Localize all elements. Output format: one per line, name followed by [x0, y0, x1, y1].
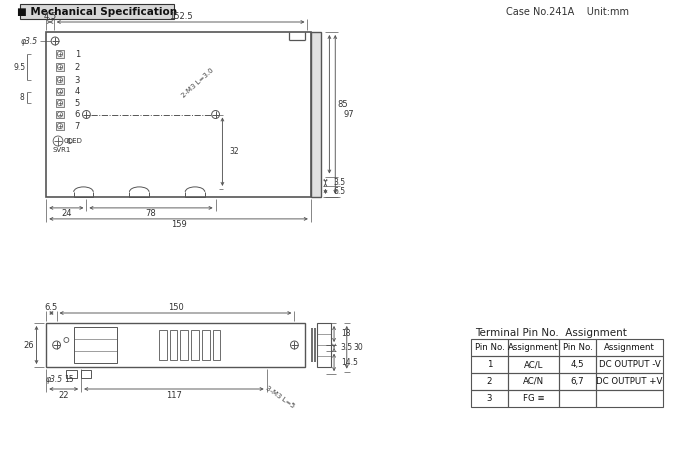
Text: 8: 8 — [20, 93, 25, 102]
Text: DC OUTPUT -V: DC OUTPUT -V — [598, 360, 660, 369]
Text: 22: 22 — [59, 391, 69, 400]
Bar — [46, 32, 311, 197]
Bar — [471, 339, 508, 356]
Text: 159: 159 — [171, 220, 186, 229]
Text: ■ Mechanical Specification: ■ Mechanical Specification — [17, 7, 177, 17]
Circle shape — [57, 100, 62, 106]
Bar — [74, 327, 117, 363]
Text: 15: 15 — [64, 375, 74, 384]
Text: 6.5: 6.5 — [45, 302, 58, 311]
Bar — [559, 356, 596, 373]
Circle shape — [57, 77, 62, 82]
Text: 3: 3 — [486, 394, 492, 403]
Bar — [66, 370, 76, 378]
Circle shape — [57, 112, 62, 117]
Bar — [508, 390, 559, 407]
Text: Assignment: Assignment — [604, 343, 655, 352]
Text: 4: 4 — [75, 87, 80, 96]
Text: 6,7: 6,7 — [571, 377, 584, 386]
Bar — [559, 373, 596, 390]
Text: 117: 117 — [166, 391, 182, 400]
Bar — [56, 100, 64, 107]
Bar — [508, 373, 559, 390]
Text: 1: 1 — [75, 49, 80, 58]
Circle shape — [57, 89, 62, 94]
Bar — [56, 50, 64, 57]
Text: Terminal Pin No.  Assignment: Terminal Pin No. Assignment — [475, 328, 627, 338]
Text: φ3.5: φ3.5 — [46, 375, 63, 384]
Text: 85: 85 — [337, 100, 348, 109]
Text: OLED: OLED — [64, 138, 83, 144]
Text: 3.5: 3.5 — [333, 178, 345, 187]
Text: 6.5: 6.5 — [333, 187, 345, 196]
Bar — [596, 373, 663, 390]
Bar — [559, 390, 596, 407]
Text: 30: 30 — [354, 343, 363, 352]
Text: 3-M3 L=5: 3-M3 L=5 — [265, 385, 296, 409]
Circle shape — [57, 64, 62, 70]
Text: Pin No.: Pin No. — [475, 343, 505, 352]
Bar — [80, 370, 91, 378]
Bar — [471, 373, 508, 390]
Text: 32: 32 — [230, 147, 239, 156]
Text: 7: 7 — [75, 121, 80, 130]
Text: 3.5: 3.5 — [341, 343, 353, 352]
Bar — [311, 32, 321, 197]
Text: φ3.5: φ3.5 — [21, 36, 38, 46]
Bar — [56, 64, 64, 71]
Text: Assignment: Assignment — [508, 343, 559, 352]
Text: Pin No.: Pin No. — [563, 343, 592, 352]
Text: 2: 2 — [486, 377, 492, 386]
Text: AC/L: AC/L — [524, 360, 543, 369]
Bar — [596, 339, 663, 356]
Bar — [213, 330, 220, 360]
Bar — [169, 330, 177, 360]
Text: 24: 24 — [61, 210, 71, 219]
Bar — [56, 88, 64, 95]
Bar — [202, 330, 210, 360]
Text: DC OUTPUT +V: DC OUTPUT +V — [596, 377, 663, 386]
Text: 2: 2 — [75, 63, 80, 72]
Text: 1: 1 — [486, 360, 492, 369]
Text: SVR1: SVR1 — [52, 147, 71, 153]
Bar — [56, 76, 64, 83]
Text: 6: 6 — [75, 110, 80, 119]
Text: 5: 5 — [75, 99, 80, 108]
Bar — [317, 323, 331, 367]
Circle shape — [57, 51, 62, 56]
Text: Case No.241A    Unit:mm: Case No.241A Unit:mm — [506, 7, 629, 17]
Bar — [181, 330, 188, 360]
Text: 4,5: 4,5 — [571, 360, 584, 369]
Bar — [596, 390, 663, 407]
Text: FG ≡: FG ≡ — [523, 394, 545, 403]
Text: 78: 78 — [146, 210, 156, 219]
Text: 3: 3 — [75, 75, 80, 84]
Bar — [56, 122, 64, 129]
Bar — [596, 356, 663, 373]
Text: 150: 150 — [167, 302, 183, 311]
Text: 18: 18 — [341, 329, 351, 338]
Bar — [471, 356, 508, 373]
Bar — [56, 111, 64, 118]
Bar — [508, 356, 559, 373]
Text: 26: 26 — [23, 340, 34, 349]
Text: 4.5: 4.5 — [43, 11, 57, 20]
Text: 14.5: 14.5 — [341, 358, 358, 367]
Text: 2-M3 L=3.0: 2-M3 L=3.0 — [181, 67, 215, 98]
Text: 152.5: 152.5 — [169, 11, 192, 20]
Bar — [46, 323, 304, 367]
Bar — [159, 330, 167, 360]
Text: AC/N: AC/N — [523, 377, 544, 386]
Text: 9.5: 9.5 — [14, 63, 26, 72]
Bar — [559, 339, 596, 356]
Bar — [471, 390, 508, 407]
Bar — [508, 339, 559, 356]
Circle shape — [57, 123, 62, 128]
Bar — [20, 4, 174, 19]
Text: 97: 97 — [343, 110, 354, 119]
Bar — [191, 330, 199, 360]
